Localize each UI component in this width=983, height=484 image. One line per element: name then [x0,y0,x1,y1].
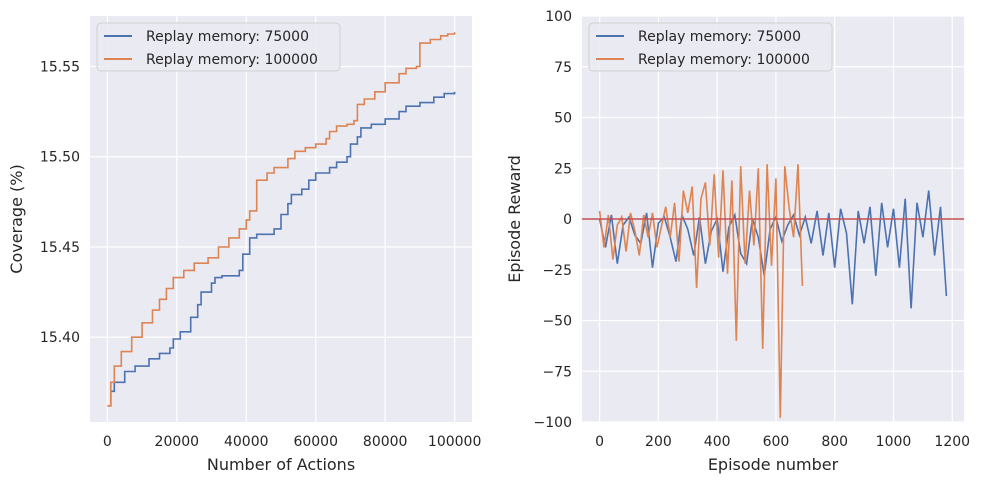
coverage-chart: 0 20000 40000 60000 80000 100000 15.40 15.45 15.… [7,16,481,474]
y-tick-label: 15.45 [40,240,80,256]
y-tick-label: 75 [554,60,572,76]
x-tick-label: 1200 [934,434,970,450]
x-tick-label: 0 [595,434,604,450]
legend: Replay memory: 75000 Replay memory: 10000… [588,22,833,72]
legend-label: Replay memory: 75000 [638,29,801,45]
legend-box [588,22,833,72]
x-tick-label: 100000 [428,434,481,450]
x-axis-label: Episode number [708,455,839,474]
series-line-1 [107,91,456,407]
series-line-2 [598,164,804,418]
x-tick-label: 80000 [363,434,408,450]
legend-box [96,22,341,72]
x-tick-label: 20000 [155,434,200,450]
y-tick-label: −100 [534,415,572,431]
y-axis-label: Coverage (%) [7,164,26,273]
y-tick-label: 0 [563,212,572,228]
y-tick-label: 25 [554,161,572,177]
y-tick-label: 100 [545,9,572,25]
legend-label: Replay memory: 100000 [146,52,318,68]
x-tick-label: 60000 [293,434,338,450]
y-tick-label: −50 [542,314,572,330]
x-tick-label: 0 [103,434,112,450]
series-line-2 [107,32,456,407]
y-tick-label: −25 [542,263,572,279]
y-axis-label: Episode Reward [505,155,524,283]
x-axis-label: Number of Actions [207,455,355,474]
x-tick-label: 200 [645,434,672,450]
x-tick-label: 800 [821,434,848,450]
y-tick-label: 15.40 [40,330,80,346]
y-tick-label: −75 [542,364,572,380]
x-tick-label: 1000 [876,434,912,450]
legend-label: Replay memory: 100000 [638,52,810,68]
y-tick-label: 15.50 [40,150,80,166]
legend: Replay memory: 75000 Replay memory: 10000… [96,22,341,72]
y-tick-label: 50 [554,111,572,127]
reward-chart: 0 200 400 600 800 1000 1200 −100 −75 −50 −25 0 25 50 7… [505,9,970,474]
legend-label: Replay memory: 75000 [146,29,309,45]
x-tick-label: 40000 [224,434,269,450]
x-tick-label: 400 [704,434,731,450]
y-tick-label: 15.55 [40,60,80,76]
x-tick-label: 600 [763,434,790,450]
